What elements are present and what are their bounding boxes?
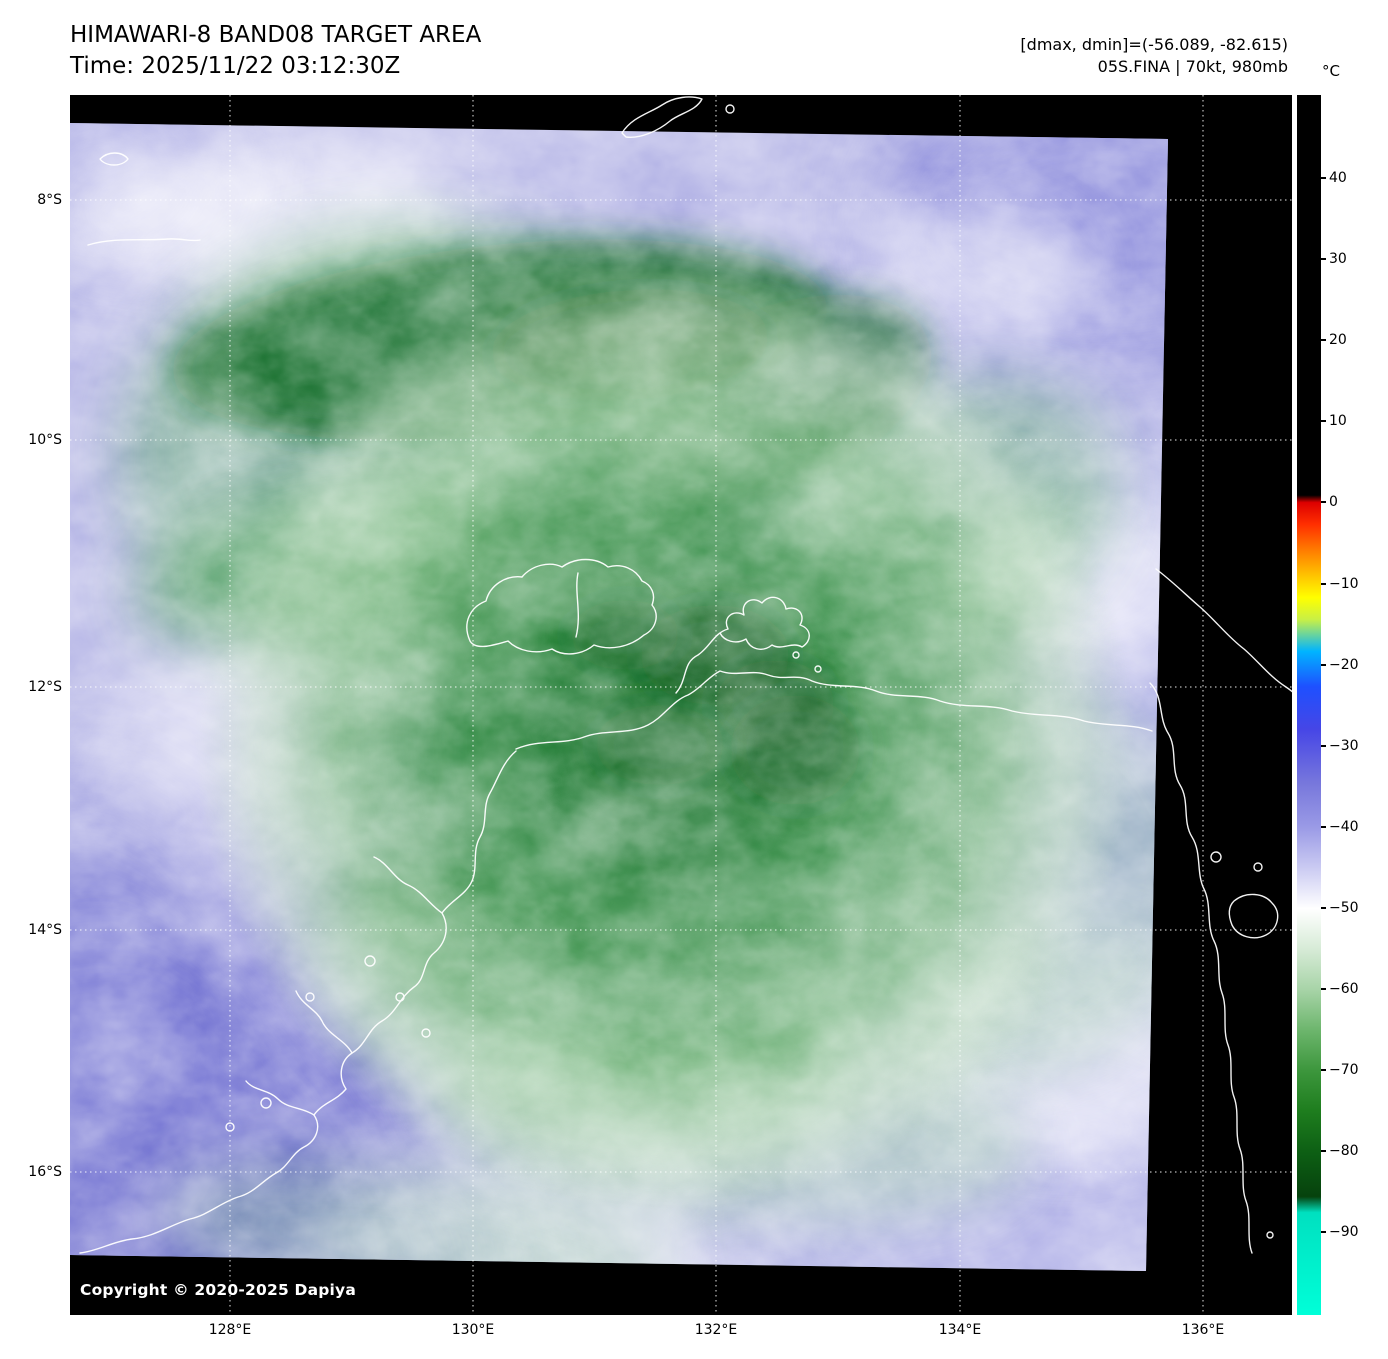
dmax-dmin-readout: [dmax, dmin]=(-56.089, -82.615) bbox=[1020, 35, 1288, 54]
info-block: [dmax, dmin]=(-56.089, -82.615) 05S.FINA… bbox=[1020, 34, 1288, 77]
tick-label: −20 bbox=[1329, 657, 1359, 673]
colorbar-tick-m10: −10 bbox=[1321, 576, 1359, 592]
tick-mark bbox=[1321, 826, 1326, 828]
lat-label-14s: 14°S bbox=[28, 922, 62, 938]
tick-label: −80 bbox=[1329, 1143, 1359, 1159]
satellite-field bbox=[70, 123, 1168, 1271]
tick-mark bbox=[1321, 420, 1326, 422]
colorbar-tick-m50: −50 bbox=[1321, 900, 1359, 916]
tick-mark bbox=[1321, 1150, 1326, 1152]
colorbar-tick-m90: −90 bbox=[1321, 1224, 1359, 1240]
lon-label-134e: 134°E bbox=[938, 1322, 982, 1338]
lon-label-136e: 136°E bbox=[1181, 1322, 1225, 1338]
tick-label: 40 bbox=[1329, 170, 1347, 186]
colorbar-tick-m60: −60 bbox=[1321, 981, 1359, 997]
tick-mark bbox=[1321, 258, 1326, 260]
lon-label-128e: 128°E bbox=[208, 1322, 252, 1338]
tick-label: 20 bbox=[1329, 332, 1347, 348]
colorbar-tick-m70: −70 bbox=[1321, 1062, 1359, 1078]
colorbar-tick-20: 20 bbox=[1321, 332, 1347, 348]
tick-label: −90 bbox=[1329, 1224, 1359, 1240]
colorbar-tick-m40: −40 bbox=[1321, 819, 1359, 835]
tick-label: −60 bbox=[1329, 981, 1359, 997]
tick-mark bbox=[1321, 1069, 1326, 1071]
satellite-image bbox=[70, 95, 1292, 1315]
tick-mark bbox=[1321, 583, 1326, 585]
figure-time: Time: 2025/11/22 03:12:30Z bbox=[70, 52, 401, 79]
tick-mark bbox=[1321, 339, 1326, 341]
tick-label: −30 bbox=[1329, 738, 1359, 754]
tick-label: −10 bbox=[1329, 576, 1359, 592]
cloud-texture-fine bbox=[70, 123, 1168, 1271]
colorbar-tick-m80: −80 bbox=[1321, 1143, 1359, 1159]
colorbar bbox=[1297, 95, 1321, 1315]
colorbar-unit-label: °C bbox=[1322, 62, 1340, 80]
lat-label-8s: 8°S bbox=[37, 192, 62, 208]
tick-label: 0 bbox=[1329, 494, 1338, 510]
tick-label: 30 bbox=[1329, 251, 1347, 267]
lat-label-10s: 10°S bbox=[28, 432, 62, 448]
satellite-map: Copyright © 2020-2025 Dapiya bbox=[70, 95, 1292, 1315]
graticule-gridlines bbox=[70, 95, 1292, 1315]
lon-label-132e: 132°E bbox=[694, 1322, 738, 1338]
colorbar-tick-10: 10 bbox=[1321, 413, 1347, 429]
colorbar-tick-m30: −30 bbox=[1321, 738, 1359, 754]
lat-label-16s: 16°S bbox=[28, 1164, 62, 1180]
tick-label: −70 bbox=[1329, 1062, 1359, 1078]
tick-mark bbox=[1321, 177, 1326, 179]
lat-label-12s: 12°S bbox=[28, 679, 62, 695]
colorbar-tick-30: 30 bbox=[1321, 251, 1347, 267]
tick-mark bbox=[1321, 501, 1326, 503]
lon-label-130e: 130°E bbox=[451, 1322, 495, 1338]
title-block: HIMAWARI-8 BAND08 TARGET AREA Time: 2025… bbox=[70, 20, 481, 82]
tick-mark bbox=[1321, 664, 1326, 666]
tick-mark bbox=[1321, 1231, 1326, 1233]
tick-mark bbox=[1321, 745, 1326, 747]
tick-label: −40 bbox=[1329, 819, 1359, 835]
tick-mark bbox=[1321, 907, 1326, 909]
colorbar-tick-m20: −20 bbox=[1321, 657, 1359, 673]
figure-title: HIMAWARI-8 BAND08 TARGET AREA bbox=[70, 22, 482, 48]
coastlines bbox=[79, 96, 1292, 1254]
colorbar-tick-40: 40 bbox=[1321, 170, 1347, 186]
tick-label: 10 bbox=[1329, 413, 1347, 429]
tick-label: −50 bbox=[1329, 900, 1359, 916]
storm-info: 05S.FINA | 70kt, 980mb bbox=[1097, 56, 1288, 76]
copyright-notice: Copyright © 2020-2025 Dapiya bbox=[80, 1281, 357, 1299]
tick-mark bbox=[1321, 988, 1326, 990]
colorbar-tick-0: 0 bbox=[1321, 494, 1338, 510]
